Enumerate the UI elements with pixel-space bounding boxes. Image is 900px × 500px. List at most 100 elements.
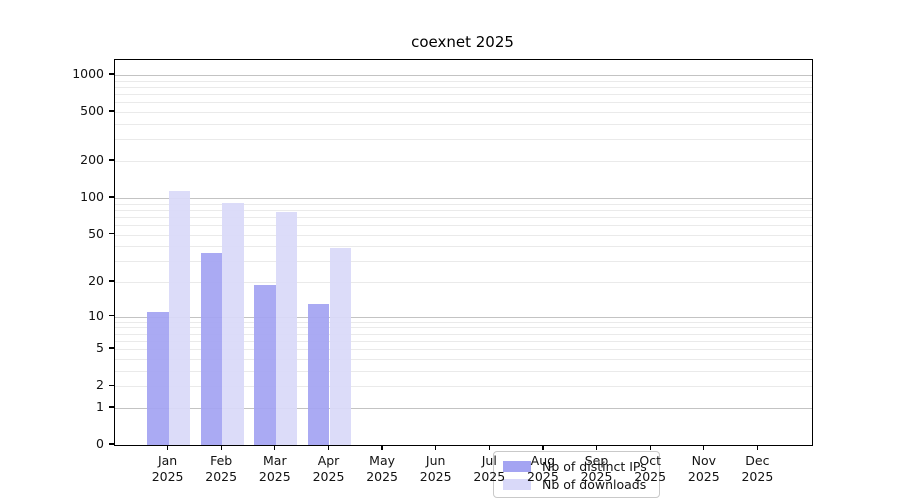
x-tick-year: 2025: [634, 468, 667, 484]
bar-nb-of-downloads-mar: [275, 211, 298, 445]
gridline-major: [115, 75, 812, 76]
x-tick-mark: [649, 445, 651, 451]
y-tick-mark: [109, 314, 114, 317]
y-tick-mark: [109, 280, 114, 282]
legend-swatch-downloads: [503, 478, 531, 490]
x-tick-mark: [166, 445, 169, 451]
y-tick-mark: [109, 347, 114, 349]
gridline-minor: [115, 87, 812, 88]
y-tick-label: 50: [88, 225, 104, 241]
x-tick-year: 2025: [687, 468, 720, 484]
x-tick-label-sep: Sep 2025: [569, 453, 625, 484]
gridline-minor: [115, 102, 812, 104]
x-tick-year: 2025: [526, 468, 559, 484]
y-tick-label: 20: [88, 273, 104, 288]
y-tick-label: 1: [96, 398, 104, 414]
y-tick-label: 500: [80, 103, 104, 119]
legend: Nb of distinct IPs Nb of downloads: [493, 451, 660, 498]
gridline-minor: [115, 139, 812, 141]
y-tick-label: 0: [96, 436, 104, 451]
x-tick-mark: [435, 445, 437, 451]
gridline-minor: [115, 261, 812, 263]
x-tick-year: 2025: [312, 468, 345, 484]
x-tick-mark: [595, 445, 598, 451]
y-tick-mark: [109, 384, 114, 386]
x-tick-mark: [220, 445, 222, 451]
gridline-minor: [115, 216, 812, 218]
gridline-minor: [115, 349, 812, 351]
y-tick-mark: [109, 232, 114, 235]
y-tick-label: 2: [96, 377, 104, 393]
legend-label-distinct-ips: Nb of distinct IPs: [542, 458, 647, 474]
gridline-minor: [115, 333, 812, 335]
x-tick-label-jan: Jan 2025: [140, 453, 196, 484]
y-tick-label: 5: [96, 340, 104, 356]
y-tick-mark: [109, 73, 114, 75]
x-tick-year: 2025: [205, 468, 238, 484]
y-tick-label: 200: [80, 152, 104, 167]
y-tick-mark: [109, 110, 114, 112]
gridline-major: [115, 197, 812, 199]
x-tick-label-aug: Aug 2025: [515, 453, 571, 484]
y-tick-label: 100: [80, 188, 104, 204]
y-tick-mark: [109, 443, 114, 445]
plot-area: Nb of distinct IPs Nb of downloads: [114, 59, 813, 498]
x-tick-year: 2025: [580, 468, 613, 484]
gridline-minor: [115, 327, 812, 329]
plot-canvas: [115, 60, 812, 445]
x-tick-label-jun: Jun 2025: [408, 453, 464, 484]
y-tick-mark: [109, 159, 114, 161]
gridline-minor: [115, 234, 812, 236]
chart-title: coexnet 2025: [411, 33, 514, 51]
x-tick-mark: [274, 445, 276, 451]
x-tick-label-oct: Oct 2025: [622, 453, 678, 484]
legend-item-distinct-ips: Nb of distinct IPs: [503, 458, 650, 474]
gridline-minor: [115, 209, 812, 211]
x-tick-mark: [327, 445, 330, 451]
bar-nb-of-distinct-ips-feb: [200, 253, 223, 445]
x-tick-mark: [488, 445, 490, 451]
legend-item-downloads: Nb of downloads: [503, 476, 650, 492]
y-tick-mark: [109, 196, 114, 198]
bar-nb-of-downloads-jan: [168, 190, 191, 445]
x-tick-mark: [381, 445, 383, 451]
bar-nb-of-downloads-feb: [222, 202, 244, 445]
x-tick-mark: [756, 445, 759, 451]
x-tick-label-dec: Dec 2025: [729, 453, 785, 484]
gridline-minor: [115, 224, 812, 226]
x-tick-label-jul: Jul 2025: [461, 453, 517, 484]
bar-nb-of-distinct-ips-apr: [307, 303, 330, 445]
gridline-minor: [115, 124, 812, 125]
bar-nb-of-distinct-ips-mar: [254, 284, 276, 445]
x-tick-label-mar: Mar 2025: [247, 453, 303, 484]
x-tick-year: 2025: [366, 468, 398, 484]
bar-nb-of-distinct-ips-jan: [147, 311, 169, 445]
y-tick-mark: [109, 406, 114, 408]
gridline-minor: [115, 282, 812, 283]
gridline-major: [115, 407, 812, 409]
x-tick-mark: [542, 445, 544, 451]
bar-nb-of-downloads-apr: [329, 247, 352, 445]
gridline-minor: [115, 370, 812, 372]
gridline-minor: [115, 161, 812, 162]
x-tick-label-apr: Apr 2025: [301, 453, 357, 484]
x-tick-year: 2025: [151, 468, 184, 484]
x-tick-label-may: May 2025: [354, 453, 410, 484]
x-tick-year: 2025: [473, 468, 506, 484]
x-tick-label-nov: Nov 2025: [676, 453, 732, 484]
gridline-minor: [115, 321, 812, 323]
gridline-major: [115, 316, 812, 318]
y-tick-label: 10: [88, 307, 104, 323]
gridline-minor: [115, 358, 812, 360]
gridline-minor: [115, 80, 812, 82]
gridline-minor: [115, 386, 812, 388]
gridline-minor: [115, 203, 812, 205]
x-tick-label-feb: Feb 2025: [193, 453, 249, 484]
gridline-minor: [115, 340, 812, 342]
x-tick-year: 2025: [258, 468, 291, 484]
x-tick-year: 2025: [741, 468, 774, 484]
gridline-minor: [115, 246, 812, 248]
legend-label-downloads: Nb of downloads: [542, 476, 647, 492]
gridline-minor: [115, 112, 812, 114]
